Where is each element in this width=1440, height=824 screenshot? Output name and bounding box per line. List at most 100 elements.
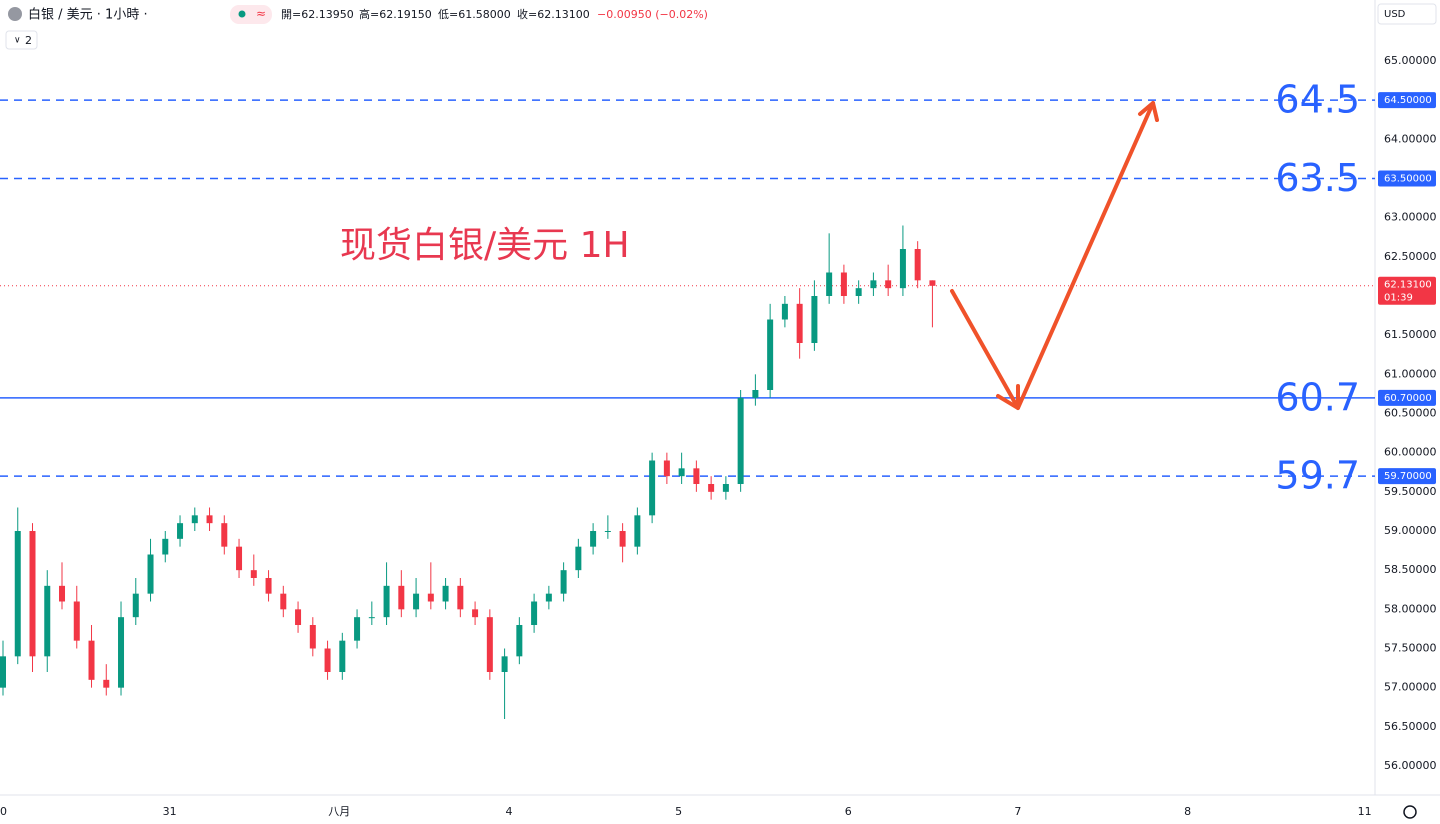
settings-icon[interactable]	[1403, 805, 1417, 819]
arrow	[950, 101, 1159, 410]
candle-body	[678, 468, 685, 477]
candle-body	[221, 523, 228, 547]
candle-body	[354, 617, 361, 641]
candle-body	[752, 390, 759, 398]
candle-body	[236, 546, 243, 571]
y-tick-label: 57.50000	[1384, 642, 1437, 655]
status-badge[interactable]	[230, 5, 272, 24]
last-price-bg	[1378, 276, 1436, 305]
y-tick-label: 62.50000	[1384, 250, 1437, 263]
candle-body	[339, 640, 346, 672]
candle-body	[899, 249, 906, 289]
x-tick-label: 6	[845, 805, 852, 818]
ohlc-close: 收=62.13100	[517, 7, 590, 21]
candle-body	[295, 609, 302, 625]
candle-body	[560, 570, 567, 594]
candle-body	[929, 280, 936, 286]
level-label-bg	[1378, 389, 1436, 406]
ohlc-low: 低=61.58000	[438, 8, 511, 21]
candle-body	[368, 617, 375, 619]
candle-body	[29, 531, 36, 657]
candle-body	[383, 585, 390, 618]
candle-body	[737, 397, 744, 484]
candle-body	[855, 288, 862, 296]
candle-body	[708, 484, 715, 492]
candle-body	[398, 585, 405, 610]
level-big-label: 59.7	[1275, 454, 1360, 498]
candle-body	[132, 593, 139, 618]
y-tick-label: 61.50000	[1384, 328, 1437, 341]
arrow-head-up	[1138, 101, 1159, 122]
currency-button[interactable]	[1377, 3, 1437, 25]
candle-body	[324, 648, 331, 672]
candle-body	[191, 515, 198, 524]
y-tick-label: 56.00000	[1384, 759, 1437, 772]
ohlc-open: 開=62.13950	[281, 8, 354, 21]
symbol[interactable]: 白银 / 美元 · 1小時 ·	[28, 7, 148, 23]
candle-body	[413, 593, 420, 610]
y-tick-label: 56.50000	[1384, 720, 1437, 733]
candle-body	[870, 280, 877, 289]
candle-body	[826, 272, 833, 296]
candle-body	[103, 679, 110, 688]
level-label: 64.50000	[1384, 95, 1432, 106]
candle-body	[250, 570, 257, 578]
level-label-bg	[1378, 170, 1436, 187]
ohlc-change: −0.00950 (−0.02%)	[597, 8, 708, 21]
candle-body	[0, 656, 6, 688]
x-tick-label: 30	[0, 805, 7, 818]
candle-body	[206, 515, 213, 524]
candle-body	[472, 609, 479, 618]
candle-body	[59, 585, 66, 602]
level-label-bg	[1378, 468, 1436, 485]
y-tick-label: 61.00000	[1384, 367, 1437, 380]
candle-body	[162, 538, 169, 555]
candle-body	[516, 625, 523, 657]
symbol-icon	[8, 7, 22, 21]
level-big-label: 60.7	[1275, 375, 1360, 419]
candle-body	[590, 531, 597, 547]
x-tick-label: 5	[675, 805, 682, 818]
indicator-toggle[interactable]	[5, 30, 38, 50]
level-label: 60.70000	[1384, 393, 1432, 404]
candle-body	[486, 617, 493, 672]
candle-body	[634, 515, 641, 547]
candle-body	[811, 296, 818, 343]
x-tick-label: 4	[505, 805, 512, 818]
candle-body	[663, 460, 670, 477]
y-tick-label: 59.00000	[1384, 524, 1437, 537]
currency: USD	[1384, 9, 1406, 20]
candle-body	[457, 585, 464, 610]
candle-body	[309, 625, 316, 649]
last-price-label: 62.13100	[1384, 280, 1432, 291]
level-label: 59.70000	[1384, 471, 1432, 482]
x-tick-label: 8	[1184, 805, 1191, 818]
candle-body	[693, 468, 700, 484]
candle-body	[177, 523, 184, 539]
candle-body	[265, 578, 272, 594]
y-tick-label: 65.00000	[1384, 54, 1437, 67]
level-big-label: 63.5	[1275, 156, 1360, 200]
candle-body	[767, 319, 774, 390]
y-tick-label: 64.00000	[1384, 132, 1437, 145]
level-big-label: 64.5	[1275, 78, 1360, 122]
candle-body	[501, 656, 508, 672]
candle-body	[885, 280, 892, 289]
arrow-head-down	[996, 384, 1020, 410]
status-icon: ≈	[256, 7, 266, 21]
candle-body	[796, 303, 803, 343]
settings-gear	[1403, 805, 1417, 819]
candle-body	[531, 601, 538, 625]
candle-body	[914, 249, 921, 281]
candle-body	[73, 601, 80, 641]
candle-body	[14, 531, 21, 657]
candle-body	[722, 484, 729, 492]
candle-body	[88, 640, 95, 680]
ohlc-high: 高=62.19150	[359, 7, 432, 21]
x-tick-label: 31	[163, 805, 177, 818]
candle-body	[280, 593, 287, 610]
candle-body	[118, 617, 125, 688]
candle-body	[575, 546, 582, 571]
